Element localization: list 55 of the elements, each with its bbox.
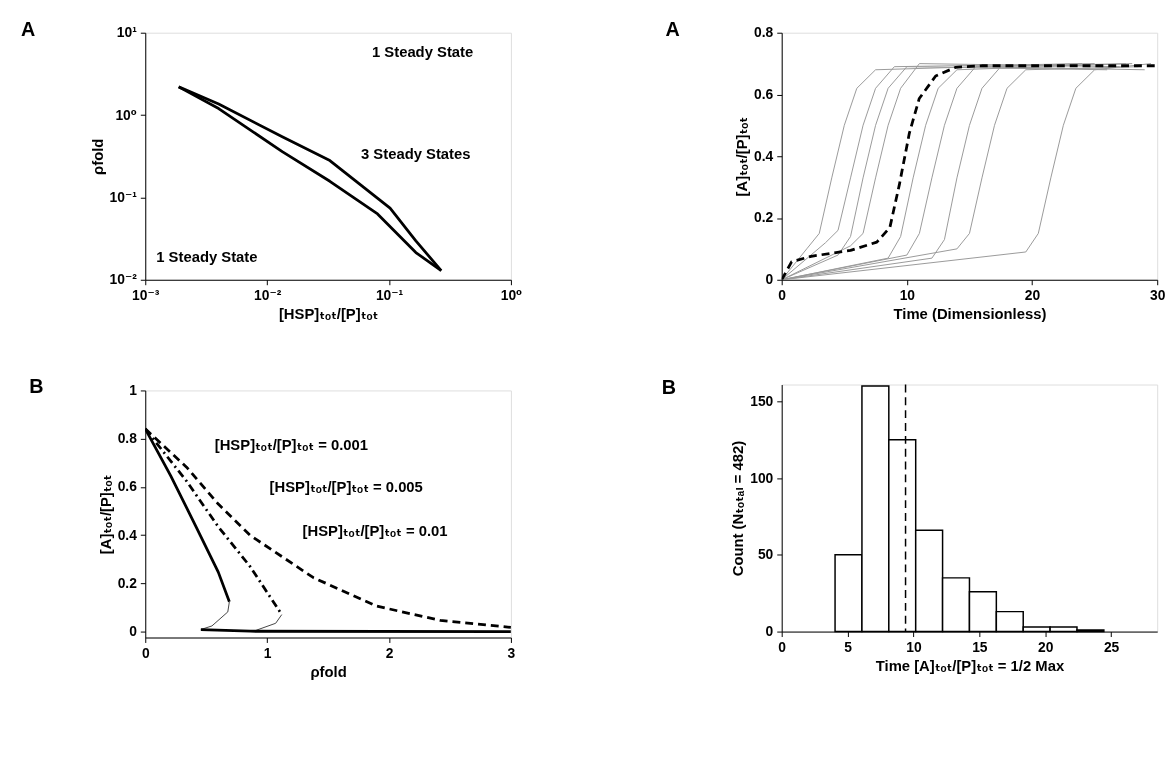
y-tick-label: 0.8 [754,24,774,41]
chart-title: A [21,17,36,40]
x-axis-title: ρfold [310,663,347,680]
y-tick-label: 10¹ [116,24,138,41]
x-tick-label: 0 [778,287,787,304]
x-axis-title: Time (Dimensionless) [893,305,1047,322]
x-tick-label: 0 [778,638,787,655]
y-tick-label: 0 [129,623,138,640]
x-tick-label: 20 [1038,638,1054,655]
y-tick-label: 10⁻² [109,271,138,288]
y-tick-label: 0.6 [117,478,138,495]
y-tick-label: 0.4 [754,147,774,164]
y-tick-label: 10⁻¹ [109,188,138,205]
x-tick-label: 10⁰ [500,287,523,304]
annotation: 1 Steady State [371,44,474,61]
y-tick-label: 0.4 [117,526,138,543]
x-tick-label: 10⁻³ [132,287,160,304]
x-tick-label: 25 [1103,638,1120,655]
y-tick-label: 0 [765,623,774,640]
y-tick-label: 0 [765,271,774,288]
x-tick-label: 15 [972,638,988,655]
y-tick-label: 1 [129,381,138,398]
x-tick-label: 10⁻² [254,287,282,304]
x-axis-title: Time [A]ₜₒₜ/[P]ₜₒₜ = 1/2 Max [875,657,1065,674]
x-tick-label: 10⁻¹ [375,287,404,304]
y-axis-title: [A]ₜₒₜ/[P]ₜₒₜ [97,474,114,555]
x-axis-title: [HSP]ₜₒₜ/[P]ₜₒₜ [278,305,379,322]
x-tick-label: 0 [141,644,150,661]
x-tick-label: 20 [1024,287,1041,304]
chart-title: B [29,375,44,398]
x-tick-label: 2 [385,644,394,661]
y-tick-label: 10⁰ [115,106,137,123]
chart-title: B [661,375,677,398]
x-tick-label: 10 [899,287,916,304]
x-tick-label: 10 [906,638,922,655]
y-tick-label: 0.8 [117,430,138,447]
x-tick-label: 5 [844,638,853,655]
y-tick-label: 0.2 [754,209,774,226]
y-tick-label: 0.6 [754,85,774,102]
x-tick-label: 1 [263,644,272,661]
x-tick-label: 30 [1150,287,1166,304]
y-axis-title: Count (Nₜₒₜₐₗ = 482) [730,440,747,577]
y-axis-title: [A]ₜₒₜ/[P]ₜₒₜ [734,116,751,197]
annotation: [HSP]ₜₒₜ/[P]ₜₒₜ = 0.001 [214,436,369,453]
x-tick-label: 3 [507,644,516,661]
annotation: 3 Steady States [361,145,471,162]
annotation: 1 Steady State [156,249,258,266]
y-tick-label: 50 [757,546,774,563]
annotation: [HSP]ₜₒₜ/[P]ₜₒₜ = 0.01 [302,523,448,540]
y-axis-title: ρfold [89,138,106,175]
y-tick-label: 100 [750,469,774,486]
y-tick-label: 150 [750,392,774,409]
y-tick-label: 0.2 [117,574,138,591]
annotation: [HSP]ₜₒₜ/[P]ₜₒₜ = 0.005 [269,478,423,495]
chart-title: A [665,17,680,40]
